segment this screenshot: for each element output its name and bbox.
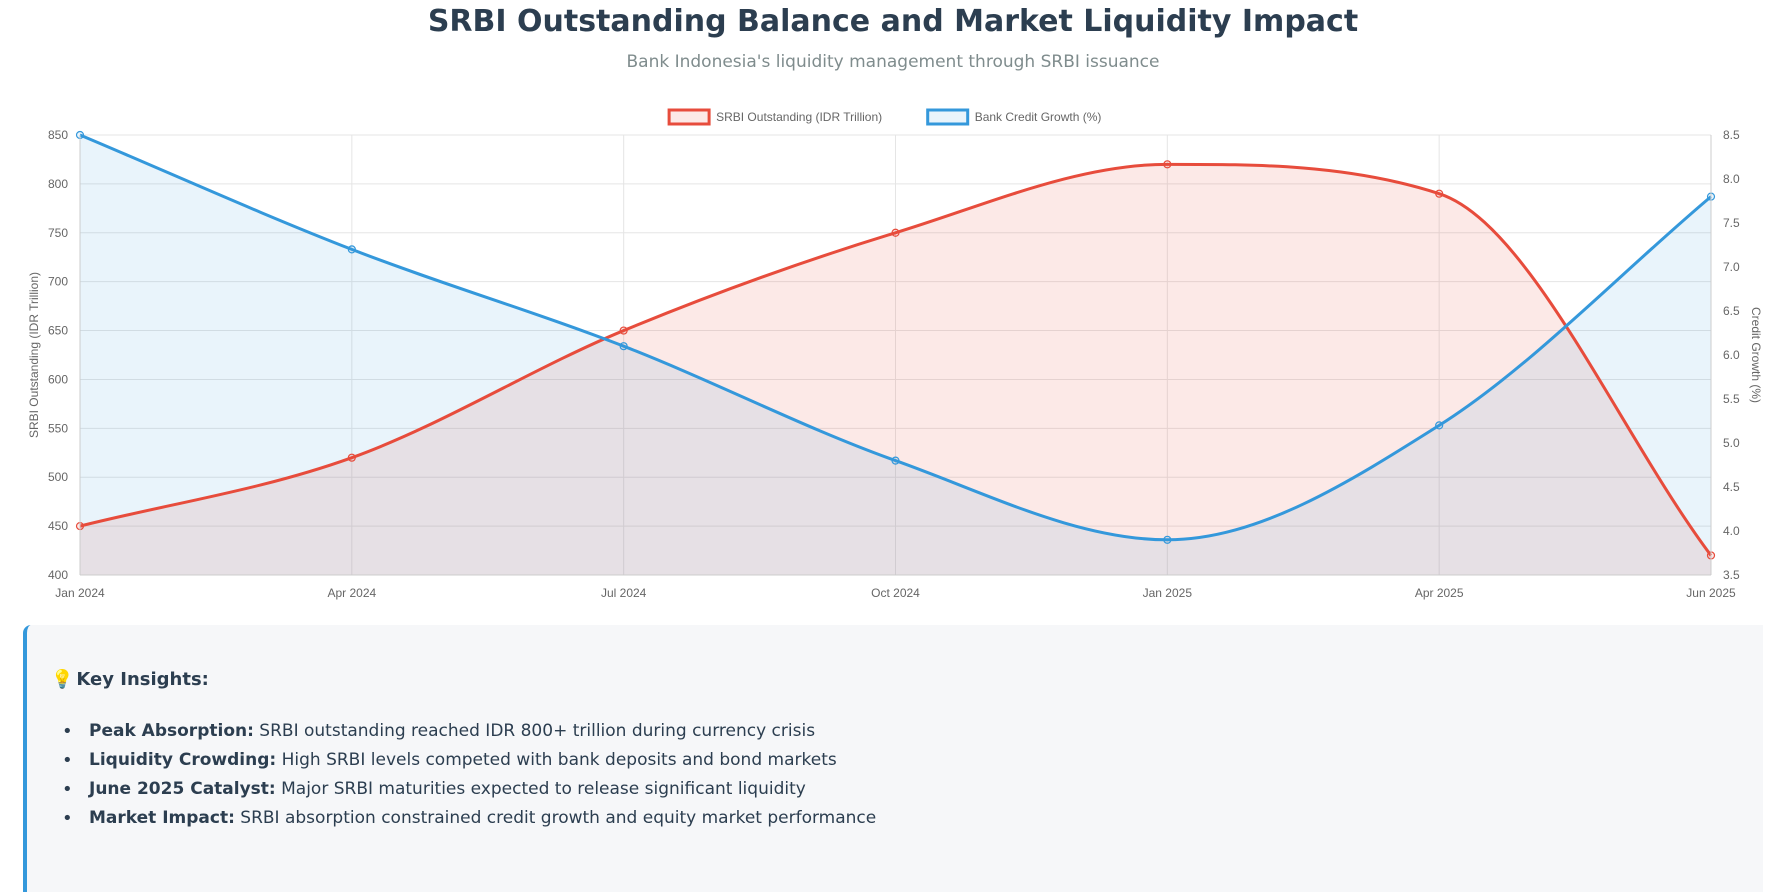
insight-text: High SRBI levels competed with bank depo… bbox=[276, 750, 837, 770]
page-title: SRBI Outstanding Balance and Market Liqu… bbox=[427, 4, 1359, 39]
page-subtitle: Bank Indonesia's liquidity management th… bbox=[626, 52, 1160, 72]
y-right-tick-label: 4.0 bbox=[1723, 524, 1740, 538]
y-left-tick-label: 550 bbox=[48, 421, 68, 435]
y-left-tick-label: 700 bbox=[48, 275, 68, 289]
y-right-axis-title: Credit Growth (%) bbox=[1749, 307, 1763, 403]
y-left-tick-label: 450 bbox=[48, 519, 68, 533]
data-point bbox=[891, 228, 900, 237]
y-right-tick-label: 5.5 bbox=[1723, 392, 1740, 406]
insights-list: Peak Absorption: SRBI outstanding reache… bbox=[27, 717, 876, 833]
y-left-tick-label: 800 bbox=[48, 177, 68, 191]
y-left-tick-label: 500 bbox=[48, 470, 68, 484]
y-right-tick-label: 8.5 bbox=[1723, 128, 1740, 142]
x-tick-label: Oct 2024 bbox=[871, 586, 920, 600]
insight-label: Peak Absorption: bbox=[89, 721, 254, 741]
insight-item: Liquidity Crowding: High SRBI levels com… bbox=[62, 746, 876, 775]
x-tick-label: Apr 2024 bbox=[327, 586, 376, 600]
chart-areas bbox=[80, 135, 1711, 576]
chart: 400 450 500 550 600 650 700 750 800 850 3.5 4.0 4.5 5… bbox=[27, 108, 1763, 600]
insight-label: Market Impact: bbox=[89, 808, 235, 828]
y-left-tick-label: 650 bbox=[48, 324, 68, 338]
data-point bbox=[1435, 421, 1444, 430]
insight-item: Peak Absorption: SRBI outstanding reache… bbox=[62, 717, 876, 746]
data-point bbox=[347, 245, 356, 254]
data-point bbox=[891, 456, 900, 465]
x-tick-label: Jan 2024 bbox=[55, 586, 105, 600]
chart-axes: 400 450 500 550 600 650 700 750 800 850 3.5 4.0 4.5 5… bbox=[27, 128, 1763, 600]
x-tick-label: Jul 2024 bbox=[601, 586, 647, 600]
y-left-tick-label: 750 bbox=[48, 226, 68, 240]
y-right-tick-label: 7.0 bbox=[1723, 260, 1740, 274]
y-right-tick-label: 7.5 bbox=[1723, 216, 1740, 230]
x-tick-label: Apr 2025 bbox=[1415, 586, 1464, 600]
series-area-1 bbox=[80, 164, 1711, 576]
chart-points bbox=[75, 130, 1716, 560]
insights-panel: 💡Key Insights: Peak Absorption: SRBI out… bbox=[23, 625, 1763, 892]
insights-heading-text: Key Insights: bbox=[76, 669, 209, 690]
data-point bbox=[619, 342, 628, 351]
insight-text: Major SRBI maturities expected to releas… bbox=[275, 779, 806, 799]
chart-legend: SRBI Outstanding (IDR Trillion) Bank Cred… bbox=[667, 108, 1102, 126]
insight-label: June 2025 Catalyst: bbox=[89, 779, 276, 799]
legend-swatch bbox=[667, 108, 711, 126]
data-point bbox=[1163, 535, 1172, 544]
data-point bbox=[347, 453, 356, 462]
y-left-axis-title: SRBI Outstanding (IDR Trillion) bbox=[27, 272, 41, 438]
y-right-tick-label: 6.0 bbox=[1723, 348, 1740, 362]
data-point bbox=[1435, 189, 1444, 198]
insight-text: SRBI absorption constrained credit growt… bbox=[234, 808, 877, 828]
insight-text: SRBI outstanding reached IDR 800+ trilli… bbox=[253, 721, 816, 741]
x-tick-label: Jan 2025 bbox=[1143, 586, 1193, 600]
y-left-tick-label: 600 bbox=[48, 372, 68, 386]
legend-label: SRBI Outstanding (IDR Trillion) bbox=[716, 110, 882, 124]
y-left-tick-label: 850 bbox=[48, 128, 68, 142]
y-right-tick-label: 4.5 bbox=[1723, 480, 1740, 494]
insights-heading: 💡 Key Insights: bbox=[51, 669, 209, 690]
insight-item: Market Impact: SRBI absorption constrain… bbox=[62, 804, 877, 833]
y-right-tick-label: 8.0 bbox=[1723, 172, 1740, 186]
series-area-2 bbox=[80, 135, 1711, 575]
y-right-tick-label: 5.0 bbox=[1723, 436, 1740, 450]
insight-item: June 2025 Catalyst: Major SRBI maturitie… bbox=[62, 775, 876, 804]
data-point bbox=[619, 326, 628, 335]
lightbulb-icon: 💡 bbox=[51, 669, 74, 690]
data-point bbox=[1163, 160, 1172, 169]
x-tick-label: Jun 2025 bbox=[1686, 586, 1736, 600]
insight-label: Liquidity Crowding: bbox=[89, 750, 277, 770]
legend-label: Bank Credit Growth (%) bbox=[975, 110, 1102, 124]
legend-swatch bbox=[926, 108, 970, 126]
y-left-tick-label: 400 bbox=[48, 568, 68, 582]
series-line-1 bbox=[79, 162, 1713, 557]
y-right-tick-label: 3.5 bbox=[1723, 568, 1740, 582]
y-right-tick-label: 6.5 bbox=[1723, 304, 1740, 318]
